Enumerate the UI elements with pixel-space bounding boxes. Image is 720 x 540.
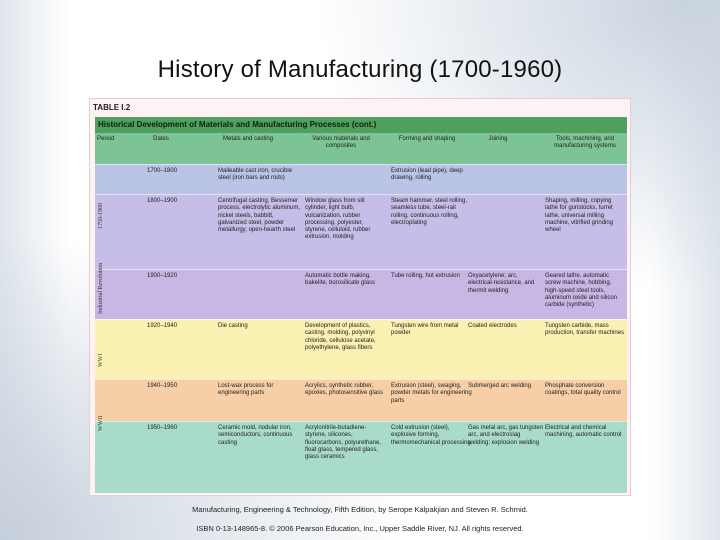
row-tools: Electrical and chemical machining, autom…	[545, 425, 622, 439]
period-label-wwi: WWI	[98, 353, 104, 367]
row-dates: 1700–1800	[147, 168, 178, 174]
row-materials: Automatic bottle making, bakelite, boros…	[305, 273, 376, 287]
table-label: TABLE I.2	[93, 103, 131, 112]
table-column-headers: Period Dates Metals and casting Various …	[95, 133, 627, 164]
column-header-dates: Dates	[153, 136, 169, 142]
row-joining: Gas metal arc, gas tungsten arc, and ele…	[468, 425, 544, 446]
row-dates: 1800–1900	[147, 198, 178, 204]
table-row: 1900–1920 Automatic bottle making, bakel…	[95, 269, 627, 319]
row-metals: Lost-wax process for engineering parts	[218, 383, 274, 397]
table-row: 1700–1800 Malleable cast iron, crucible …	[95, 164, 627, 194]
row-dates: 1920–1940	[147, 323, 178, 329]
row-forming: Tube rolling, hot extrusion	[391, 273, 460, 279]
row-forming: Steam hammer, steel rolling, seamless tu…	[391, 198, 468, 226]
row-metals: Centrifugal casting, Bessemer process, e…	[218, 198, 301, 234]
period-label-1750-1900: 1750-1900	[98, 203, 104, 229]
row-tools: Shaping, milling, copying lathe for guns…	[545, 198, 614, 234]
column-header-period: Period	[97, 136, 115, 142]
row-tools: Geared lathe, automatic screw machine, h…	[545, 273, 618, 309]
period-label-industrial-revolution: Industrial Revolution	[98, 262, 104, 314]
table-row: 1950–1960 Ceramic mold, nodular iron, se…	[95, 421, 627, 493]
row-materials: Window glass from slit cylinder, light b…	[305, 198, 371, 241]
slide-title: History of Manufacturing (1700-1960)	[157, 56, 563, 83]
row-forming: Tungsten wire from metal powder	[391, 323, 459, 337]
table-row: 1940–1950 Lost-wax process for engineeri…	[95, 379, 627, 421]
column-header-tools: Tools, machining, and manufacturing syst…	[554, 136, 616, 150]
table-row: 1800–1900 Centrifugal casting, Bessemer …	[95, 194, 627, 269]
row-joining: Oxyacetylene; arc, electrical-resistance…	[468, 273, 535, 294]
row-metals: Ceramic mold, nodular iron, semiconducto…	[218, 425, 293, 446]
row-forming: Extrusion (steel), swaging, powder metal…	[391, 383, 472, 404]
row-materials: Acrylics, synthetic rubber, epoxies, pho…	[305, 383, 384, 397]
history-table: TABLE I.2 Historical Development of Mate…	[89, 98, 631, 496]
column-header-metals: Metals and casting	[222, 136, 274, 142]
row-metals: Die casting	[218, 323, 248, 329]
table-row: 1920–1940 Die casting Development of pla…	[95, 319, 627, 379]
row-tools: Phosphate conversion coatings, total qua…	[545, 383, 621, 397]
column-header-joining: Joining	[488, 136, 508, 142]
period-label-wwii: WWII	[98, 415, 104, 431]
row-dates: 1900–1920	[147, 273, 178, 279]
row-metals: Malleable cast iron, crucible steel (iro…	[218, 168, 293, 182]
row-joining: Submerged arc welding	[468, 383, 532, 389]
row-dates: 1940–1950	[147, 383, 178, 389]
row-dates: 1950–1960	[147, 425, 178, 431]
row-materials: Acrylonitrile-butadiene-styrene, silicon…	[305, 425, 382, 461]
row-forming: Cold extrusion (steel), explosive formin…	[391, 425, 471, 446]
row-materials: Development of plastics, casting, moldin…	[305, 323, 376, 351]
credit-line-1: Manufacturing, Engineering & Technology,…	[192, 505, 528, 514]
row-forming: Extrusion (lead pipe), deep drawing, rol…	[391, 168, 463, 182]
column-header-forming: Forming and shaping	[398, 136, 456, 142]
table-heading: Historical Development of Materials and …	[95, 117, 627, 133]
column-header-materials: Various materials and composites	[312, 136, 370, 150]
row-tools: Tungsten carbide, mass production, trans…	[545, 323, 625, 337]
row-joining: Coated electrodes	[468, 323, 517, 329]
credit-line-2: ISBN 0-13-148965-8. © 2006 Pearson Educa…	[196, 524, 524, 533]
